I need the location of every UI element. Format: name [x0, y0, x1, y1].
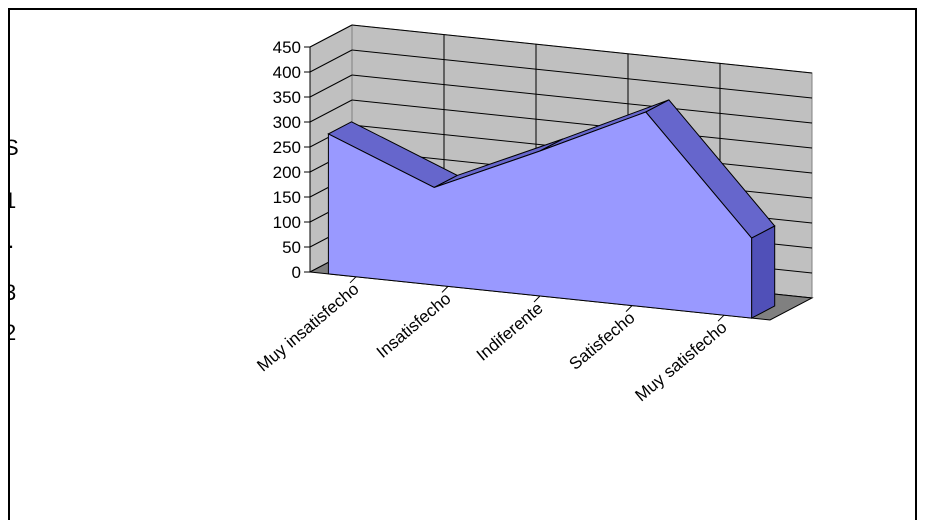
y-tick-label: 150: [273, 188, 301, 207]
clipped-glyph: 3: [10, 280, 16, 305]
x-tick-mark: [349, 276, 357, 284]
x-tick-mark: [625, 305, 633, 312]
area-chart-3d: S 1 . 3 2 0 50 100 150 200 250 300 350 400 450 Mu…: [10, 24, 814, 405]
chart-frame: S 1 . 3 2 0 50 100 150 200 250 300 350 400 450 Mu…: [8, 8, 917, 520]
gridline-back: [351, 99, 813, 149]
y-tick-label: 50: [282, 238, 301, 257]
clipped-glyph: .: [10, 228, 14, 253]
x-tick-label: Muy insatisfecho: [253, 279, 362, 375]
gridline-side: [309, 74, 353, 98]
y-tick-label: 250: [273, 138, 301, 157]
gridline-side: [309, 24, 353, 48]
gridline-back: [351, 24, 813, 74]
x-tick-label: Satisfecho: [566, 308, 639, 374]
x-tick-label: Indiferente: [473, 299, 547, 365]
clipped-glyph: 1: [10, 188, 16, 213]
y-tick-label: 450: [273, 38, 301, 57]
gridline-side: [309, 49, 353, 73]
x-tick-mark: [441, 286, 449, 293]
x-tick-mark: [717, 314, 725, 322]
gridline-side: [309, 99, 353, 123]
y-axis: 0 50 100 150 200 250 300 350 400 450: [273, 38, 311, 282]
clipped-glyph: 2: [10, 320, 16, 345]
clipped-left-glyphs: S 1 . 3 2: [10, 135, 19, 345]
y-tick-label: 300: [273, 113, 301, 132]
y-tick-label: 100: [273, 213, 301, 232]
x-tick-label: Muy satisfecho: [631, 318, 730, 405]
y-tick-label: 350: [273, 88, 301, 107]
gridline-back: [351, 49, 813, 99]
area-front-face: [327, 111, 753, 319]
gridline-back: [351, 74, 813, 124]
y-tick-label: 200: [273, 163, 301, 182]
y-tick-label: 0: [292, 263, 301, 282]
area-side-face: [751, 225, 776, 319]
x-tick-mark: [533, 295, 541, 303]
clipped-glyph: S: [10, 135, 19, 160]
area-series: [327, 99, 776, 319]
x-tick-label: Insatisfecho: [373, 289, 455, 362]
y-tick-label: 400: [273, 63, 301, 82]
